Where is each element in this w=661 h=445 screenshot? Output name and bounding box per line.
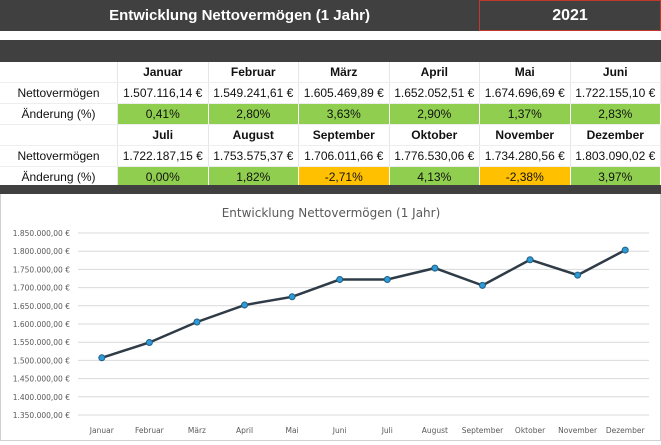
y-tick-label: 1.850.000,00 € <box>13 229 70 238</box>
data-point <box>574 271 582 279</box>
value-cell[interactable]: 1.674.696,69 € <box>479 82 571 104</box>
month-header: Dezember <box>570 124 661 146</box>
value-cell[interactable]: 1.507.116,14 € <box>117 82 209 104</box>
change-cell[interactable]: 2,83% <box>570 103 661 125</box>
y-tick-label: 1.700.000,00 € <box>13 284 70 293</box>
x-tick-label: August <box>422 426 448 435</box>
chart-title: Entwicklung Nettovermögen (1 Jahr) <box>222 206 441 220</box>
year-cell[interactable]: 2021 <box>479 0 661 31</box>
y-tick-label: 1.400.000,00 € <box>13 393 70 402</box>
value-cell[interactable]: 1.803.090,02 € <box>570 145 661 167</box>
month-header: August <box>208 124 299 146</box>
divider-bar <box>0 185 661 194</box>
y-tick-label: 1.500.000,00 € <box>13 356 70 365</box>
change-row: Änderung (%) 0,00% 1,82% -2,71% 4,13% -2,38% 3… <box>0 166 661 188</box>
change-cell[interactable]: 0,00% <box>117 166 209 188</box>
x-tick-label: Juli <box>381 426 393 435</box>
month-header: Juli <box>117 124 209 146</box>
divider-bar <box>0 40 661 62</box>
empty-cell <box>0 62 118 83</box>
y-tick-label: 1.550.000,00 € <box>13 338 70 347</box>
value-row: Nettovermögen 1.507.116,14 €1.549.241,61 … <box>0 82 661 104</box>
page-title: Entwicklung Nettovermögen (1 Jahr) <box>0 0 479 31</box>
series-line <box>101 248 626 359</box>
month-header: Mai <box>479 62 571 83</box>
change-cell[interactable]: 1,82% <box>208 166 299 188</box>
x-tick-label: März <box>188 426 206 435</box>
y-tick-label: 1.800.000,00 € <box>13 247 70 256</box>
value-cell[interactable]: 1.722.155,10 € <box>570 82 661 104</box>
value-cell[interactable]: 1.753.575,37 € <box>208 145 299 167</box>
x-tick-label: September <box>462 426 504 435</box>
month-header: November <box>479 124 571 146</box>
row-label: Änderung (%) <box>0 166 118 188</box>
data-point <box>241 301 249 309</box>
y-tick-label: 1.650.000,00 € <box>13 302 70 311</box>
empty-cell <box>0 124 118 146</box>
month-header: Februar <box>208 62 299 83</box>
y-tick-label: 1.350.000,00 € <box>13 411 70 420</box>
month-header: September <box>298 124 390 146</box>
networth-table: Januar Februar März April Mai Juni Nettovermög… <box>0 62 661 188</box>
data-point <box>145 338 153 346</box>
y-tick-label: 1.750.000,00 € <box>13 265 70 274</box>
chart-svg: Entwicklung Nettovermögen (1 Jahr) 1.350.… <box>13 206 649 435</box>
y-tick-label: 1.600.000,00 € <box>13 320 70 329</box>
value-cell[interactable]: 1.776.530,06 € <box>389 145 480 167</box>
data-point <box>621 246 629 254</box>
data-point <box>193 318 201 326</box>
value-cell[interactable]: 1.652.052,51 € <box>389 82 480 104</box>
change-cell[interactable]: 2,90% <box>389 103 480 125</box>
change-cell[interactable]: 1,37% <box>479 103 571 125</box>
value-cell[interactable]: 1.605.469,89 € <box>298 82 390 104</box>
month-header: Oktober <box>389 124 480 146</box>
change-cell[interactable]: 0,41% <box>117 103 209 125</box>
row-label: Nettovermögen <box>0 145 118 167</box>
x-tick-label: Februar <box>135 426 165 435</box>
data-point <box>526 256 534 264</box>
x-tick-label: November <box>558 426 598 435</box>
data-point <box>98 354 106 362</box>
row-label: Nettovermögen <box>0 82 118 104</box>
y-tick-label: 1.450.000,00 € <box>13 375 70 384</box>
x-tick-label: Mai <box>286 426 299 435</box>
data-point <box>478 281 486 289</box>
value-row: Nettovermögen 1.722.187,15 €1.753.575,37 … <box>0 145 661 167</box>
change-row: Änderung (%) 0,41% 2,80% 3,63% 2,90% 1,37% 2,8… <box>0 103 661 125</box>
value-cell[interactable]: 1.706.011,66 € <box>298 145 390 167</box>
x-tick-label: Juni <box>332 426 347 435</box>
month-header: Januar <box>117 62 209 83</box>
change-cell[interactable]: 3,63% <box>298 103 390 125</box>
x-tick-label: Januar <box>89 426 115 435</box>
data-point <box>288 293 296 301</box>
x-tick-label: April <box>236 426 253 435</box>
value-cell[interactable]: 1.722.187,15 € <box>117 145 209 167</box>
data-point <box>431 264 439 272</box>
data-point <box>336 276 344 284</box>
change-cell[interactable]: 2,80% <box>208 103 299 125</box>
value-cell[interactable]: 1.734.280,56 € <box>479 145 571 167</box>
change-cell[interactable]: 3,97% <box>570 166 661 188</box>
data-point <box>383 276 391 284</box>
month-header-row: Juli August September Oktober November Dezemb… <box>0 124 661 146</box>
x-tick-label: Oktober <box>515 426 546 435</box>
month-header-row: Januar Februar März April Mai Juni <box>0 62 661 83</box>
month-header: Juni <box>570 62 661 83</box>
line-chart: Entwicklung Nettovermögen (1 Jahr) 1.350.… <box>0 194 661 441</box>
month-header: März <box>298 62 390 83</box>
row-label: Änderung (%) <box>0 103 118 125</box>
x-tick-label: Dezember <box>606 426 646 435</box>
value-cell[interactable]: 1.549.241,61 € <box>208 82 299 104</box>
month-header: April <box>389 62 480 83</box>
change-cell[interactable]: 4,13% <box>389 166 480 188</box>
